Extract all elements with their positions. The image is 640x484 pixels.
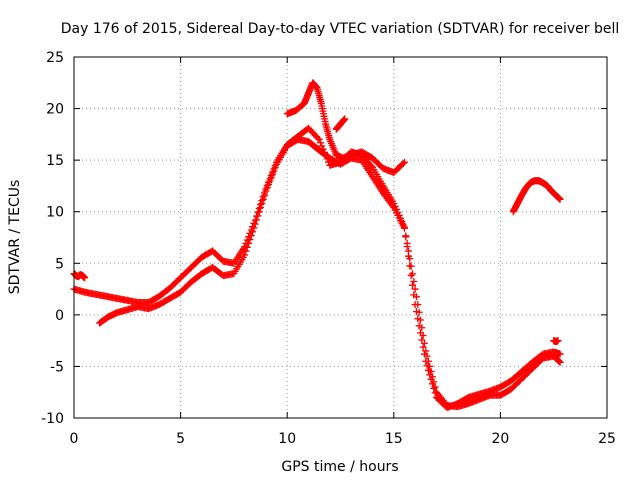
data-point (431, 383, 439, 391)
x-tick-label: 10 (278, 431, 296, 447)
data-points (70, 79, 564, 412)
data-point (428, 373, 436, 381)
data-point (406, 255, 414, 263)
y-tick-label: 15 (46, 153, 64, 169)
data-point (556, 350, 564, 358)
data-point (407, 262, 415, 270)
data-point (430, 378, 438, 386)
data-point (412, 293, 420, 301)
data-point (254, 212, 262, 220)
data-point (255, 208, 263, 216)
chart-title: Day 176 of 2015, Sidereal Day-to-day VTE… (61, 21, 620, 37)
data-point (341, 115, 349, 123)
y-tick-label: 5 (55, 256, 64, 272)
data-point (269, 170, 277, 178)
data-point (400, 158, 408, 166)
data-point (314, 134, 322, 142)
data-point (265, 180, 273, 188)
y-axis-label: SDTVAR / TECUs (7, 180, 23, 295)
data-point (410, 277, 418, 285)
data-point (556, 195, 564, 203)
data-point (258, 199, 266, 207)
x-tick-label: 15 (385, 431, 403, 447)
y-tick-label: 20 (46, 102, 64, 118)
data-point (408, 281, 416, 289)
data-point (423, 352, 431, 360)
data-point (426, 362, 434, 370)
data-point (271, 164, 279, 172)
data-point (241, 251, 249, 259)
data-point (259, 195, 267, 203)
data-point (418, 324, 426, 332)
data-point (267, 174, 275, 182)
data-point (419, 343, 427, 351)
data-point (556, 358, 564, 366)
data-point (400, 224, 408, 232)
x-tick-label: 20 (491, 431, 509, 447)
data-point (261, 191, 269, 199)
data-point (318, 142, 326, 150)
data-point (242, 247, 250, 255)
data-point (250, 224, 258, 232)
data-point (427, 368, 435, 376)
x-tick-label: 25 (598, 431, 616, 447)
data-point (554, 337, 562, 345)
data-point (416, 316, 424, 324)
data-point (407, 272, 415, 280)
y-tick-label: 25 (46, 50, 64, 66)
data-point (251, 220, 259, 228)
data-point (266, 177, 274, 185)
data-point (404, 247, 412, 255)
data-point (430, 384, 438, 392)
data-point (408, 270, 416, 278)
data-point (247, 232, 255, 240)
data-point (315, 136, 323, 144)
data-point (243, 243, 251, 251)
data-point (403, 239, 411, 247)
data-point (270, 167, 278, 175)
data-point (420, 339, 428, 347)
data-point (262, 187, 270, 195)
data-point (246, 236, 254, 244)
data-point (554, 357, 562, 365)
plot-frame (73, 56, 608, 419)
y-tick-label: 0 (55, 308, 64, 324)
data-point (257, 204, 265, 212)
axis-ticks: 0 5 10 15 20 25 -10 -5 0 5 10 15 20 25 (41, 50, 616, 447)
data-point (399, 159, 407, 167)
data-point (424, 357, 432, 365)
data-point (414, 301, 422, 309)
y-tick-label: -10 (41, 411, 64, 427)
y-tick-label: -5 (50, 359, 64, 375)
data-point (411, 285, 419, 293)
data-point (555, 358, 563, 366)
data-point (263, 184, 271, 192)
data-point (81, 274, 89, 282)
x-tick-label: 0 (70, 431, 79, 447)
data-point (415, 308, 423, 316)
data-point (317, 139, 325, 147)
data-point (419, 331, 427, 339)
data-point (253, 216, 261, 224)
data-point (422, 347, 430, 355)
data-point (245, 239, 253, 247)
data-point (402, 232, 410, 240)
y-tick-label: 10 (46, 205, 64, 221)
x-tick-label: 5 (176, 431, 185, 447)
x-axis-label: GPS time / hours (281, 459, 398, 475)
data-point (249, 228, 257, 236)
